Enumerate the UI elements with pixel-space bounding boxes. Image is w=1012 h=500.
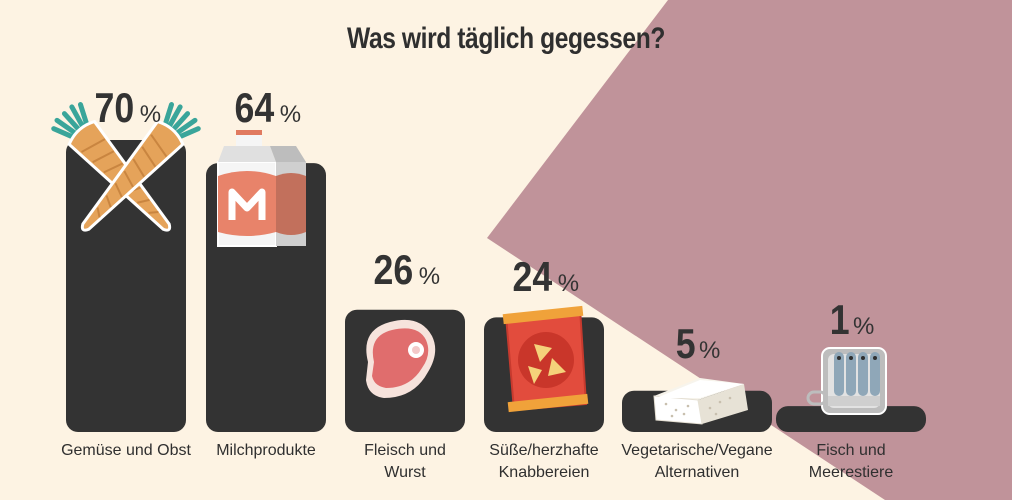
value-number: 5 — [675, 320, 696, 367]
category-label-3: Süße/herzhafte Knabbereien — [459, 440, 629, 484]
category-label-line: Fleisch und — [364, 442, 446, 459]
category-label-line: Alternativen — [654, 464, 740, 481]
value-unit: % — [139, 101, 162, 128]
value-number: 70 — [94, 84, 135, 131]
category-label-4: Vegetarische/Vegane Alternativen — [612, 440, 782, 484]
value-label-0: 70% — [46, 84, 206, 132]
category-label-line: Süße/herzhafte — [489, 442, 599, 459]
category-label-1: Milchprodukte — [181, 440, 351, 462]
value-unit: % — [699, 337, 721, 364]
value-unit: % — [557, 270, 580, 298]
category-label-line: Gemüse und Obst — [61, 442, 191, 459]
value-label-3: 24% — [464, 253, 624, 301]
value-label-2: 26% — [325, 246, 485, 294]
category-label-line: Milchprodukte — [216, 442, 316, 459]
tofu-icon — [653, 378, 748, 425]
value-number: 1 — [829, 296, 850, 343]
category-label-5: Fisch und Meerestiere — [766, 440, 936, 484]
category-label-line: Vegetarische/Vegane — [621, 442, 773, 459]
milk-carton-icon — [217, 130, 306, 247]
chips-bag-icon — [502, 305, 589, 413]
value-label-1: 64% — [186, 84, 346, 132]
value-label-5: 1% — [771, 296, 931, 344]
value-unit: % — [418, 262, 441, 290]
bar-5 — [776, 406, 926, 432]
category-label-line: Fisch und — [816, 442, 886, 459]
value-number: 64 — [234, 84, 275, 131]
icons-layer — [51, 102, 887, 425]
chart-title: Was wird täglich gegessen? — [347, 22, 665, 55]
value-label-4: 5% — [617, 320, 777, 368]
steak-icon — [366, 319, 436, 398]
category-label-line: Wurst — [384, 464, 426, 481]
value-number: 26 — [373, 245, 414, 293]
category-label-line: Meerestiere — [808, 464, 894, 481]
category-label-line: Knabbereien — [498, 464, 590, 481]
carrot-icon — [51, 102, 201, 232]
value-unit: % — [279, 101, 302, 128]
value-number: 24 — [512, 253, 553, 301]
category-label-2: Fleisch und Wurst — [320, 440, 490, 484]
sardine-can-icon — [806, 347, 887, 415]
value-unit: % — [853, 313, 875, 340]
category-label-0: Gemüse und Obst — [41, 440, 211, 462]
